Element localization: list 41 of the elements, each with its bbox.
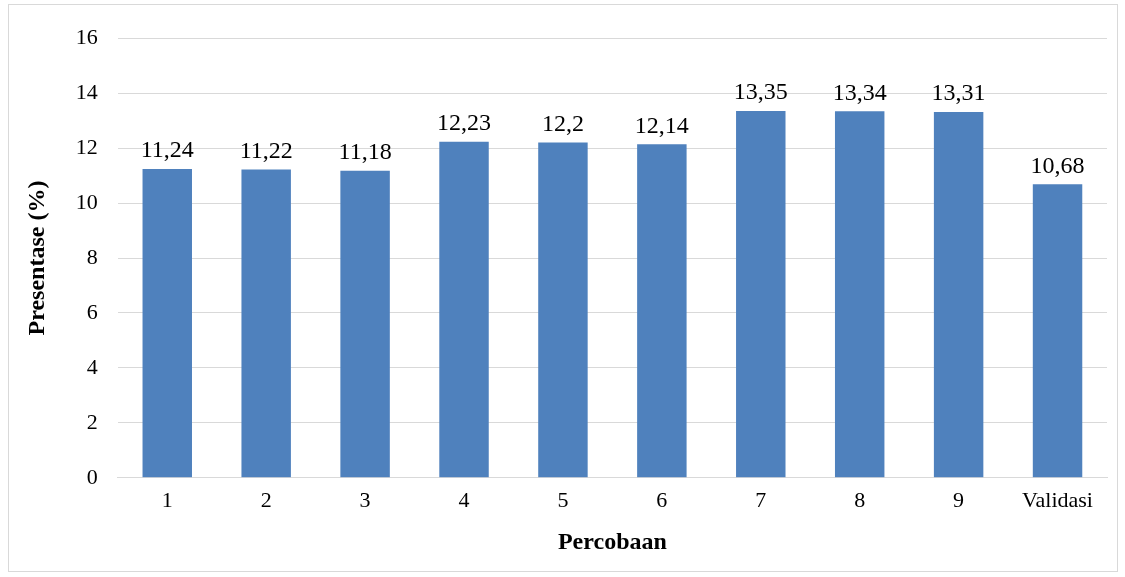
bar — [736, 111, 786, 478]
data-label: 13,34 — [832, 78, 887, 105]
data-label: 11,22 — [239, 136, 293, 163]
y-axis-title: Presentase (%) — [22, 180, 49, 336]
y-tick-label: 8 — [86, 243, 98, 269]
bar — [340, 170, 390, 478]
bar — [933, 112, 984, 478]
bar — [1032, 184, 1083, 478]
x-tick-label: 4 — [458, 486, 470, 512]
y-tick-label: 10 — [75, 188, 98, 214]
x-tick-label: 1 — [161, 486, 173, 512]
x-tick-label: 8 — [854, 486, 866, 512]
data-label: 11,18 — [338, 137, 392, 164]
y-tick-label: 0 — [86, 463, 98, 489]
bar — [538, 142, 588, 478]
x-tick-label: 3 — [359, 486, 371, 512]
bar — [241, 169, 291, 478]
data-label: 12,2 — [541, 109, 584, 136]
data-label: 13,35 — [733, 78, 788, 105]
data-label: 13,31 — [931, 79, 986, 106]
y-tick-label: 2 — [86, 408, 98, 434]
y-tick-label: 14 — [75, 78, 98, 104]
bar — [637, 144, 687, 478]
y-tick-label: 4 — [86, 353, 98, 379]
data-label: 11,24 — [140, 136, 194, 163]
x-tick-label: Validasi — [1022, 486, 1093, 512]
data-label: 12,14 — [634, 111, 689, 138]
data-label: 12,23 — [437, 109, 492, 136]
x-tick-label: 7 — [755, 486, 767, 512]
y-tick-label: 6 — [86, 298, 98, 324]
y-tick-label: 16 — [75, 23, 98, 49]
x-tick-label: 6 — [656, 486, 668, 512]
x-tick-label: 2 — [260, 486, 272, 512]
y-tick-label: 12 — [75, 133, 98, 159]
bar — [439, 141, 489, 478]
bar — [142, 168, 192, 478]
x-tick-label: 9 — [953, 486, 965, 512]
x-axis-title: Percobaan — [557, 527, 667, 554]
bar — [834, 111, 885, 478]
data-label: 10,68 — [1030, 151, 1085, 178]
x-tick-label: 5 — [557, 486, 569, 512]
